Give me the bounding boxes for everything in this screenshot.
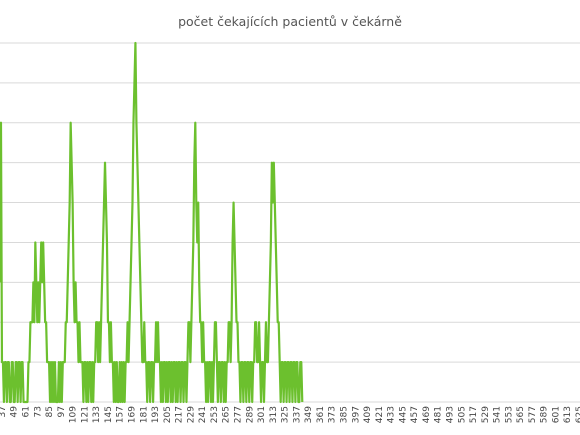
series-line-0 bbox=[0, 41, 304, 404]
x-tick-label: 505 bbox=[457, 406, 467, 423]
x-tick-label: 121 bbox=[80, 406, 90, 423]
x-tick-label: 73 bbox=[33, 406, 43, 417]
x-tick-label: 229 bbox=[186, 406, 196, 423]
x-tick-label: 517 bbox=[469, 406, 479, 423]
x-tick-label: 433 bbox=[387, 406, 397, 423]
x-tick-label: 181 bbox=[139, 406, 149, 423]
x-tick-label: 373 bbox=[328, 406, 338, 423]
x-tick-label: 385 bbox=[340, 406, 350, 423]
x-tick-label: 337 bbox=[292, 406, 302, 423]
x-tick-label: 253 bbox=[210, 406, 220, 423]
chart-title: počet čekajících pacientů v čekárně bbox=[178, 14, 402, 29]
x-tick-label: 397 bbox=[351, 406, 361, 423]
x-tick-label: 265 bbox=[222, 406, 232, 423]
x-tick-label: 49 bbox=[10, 406, 20, 418]
x-tick-label: 205 bbox=[163, 406, 173, 423]
x-tick-label: 157 bbox=[116, 406, 126, 423]
x-tick-label: 61 bbox=[22, 406, 32, 417]
x-tick-label: 421 bbox=[375, 406, 385, 423]
x-tick-label: 277 bbox=[234, 406, 244, 423]
x-tick-label: 589 bbox=[540, 406, 550, 423]
x-tick-label: 529 bbox=[481, 406, 491, 423]
x-tick-label: 481 bbox=[434, 406, 444, 423]
x-tick-label: 409 bbox=[363, 406, 373, 423]
x-tick-label: 193 bbox=[151, 406, 161, 423]
x-tick-label: 241 bbox=[198, 406, 208, 423]
x-tick-label: 109 bbox=[69, 406, 79, 423]
x-tick-label: 577 bbox=[528, 406, 538, 423]
x-tick-label: 445 bbox=[398, 406, 408, 423]
x-tick-label: 145 bbox=[104, 406, 114, 423]
x-tick-label: 85 bbox=[45, 406, 55, 417]
x-tick-label: 613 bbox=[563, 406, 573, 423]
x-tick-label: 169 bbox=[128, 406, 138, 423]
x-tick-label: 565 bbox=[516, 406, 526, 423]
x-tick-label: 217 bbox=[175, 406, 185, 423]
x-axis-tick-labels: 37 49 61 73 85 97 109 121 133 145 157 169 181 193 205 2… bbox=[0, 406, 580, 423]
x-tick-label: 469 bbox=[422, 406, 432, 423]
x-tick-label: 37 bbox=[0, 406, 8, 417]
x-tick-label: 457 bbox=[410, 406, 420, 423]
series-layer bbox=[0, 41, 304, 404]
x-tick-label: 361 bbox=[316, 406, 326, 423]
gridlines bbox=[0, 42, 580, 403]
x-tick-label: 541 bbox=[493, 406, 503, 423]
x-tick-label: 313 bbox=[269, 406, 279, 423]
x-tick-label: 601 bbox=[552, 406, 562, 423]
x-tick-label: 301 bbox=[257, 406, 267, 423]
x-tick-label: 289 bbox=[245, 406, 255, 423]
x-tick-label: 133 bbox=[92, 406, 102, 423]
x-tick-label: 97 bbox=[57, 406, 67, 417]
x-tick-label: 625 bbox=[575, 406, 580, 423]
x-tick-label: 553 bbox=[504, 406, 514, 423]
x-tick-label: 493 bbox=[446, 406, 456, 423]
x-tick-label: 325 bbox=[281, 406, 291, 423]
x-tick-label: 349 bbox=[304, 406, 314, 423]
